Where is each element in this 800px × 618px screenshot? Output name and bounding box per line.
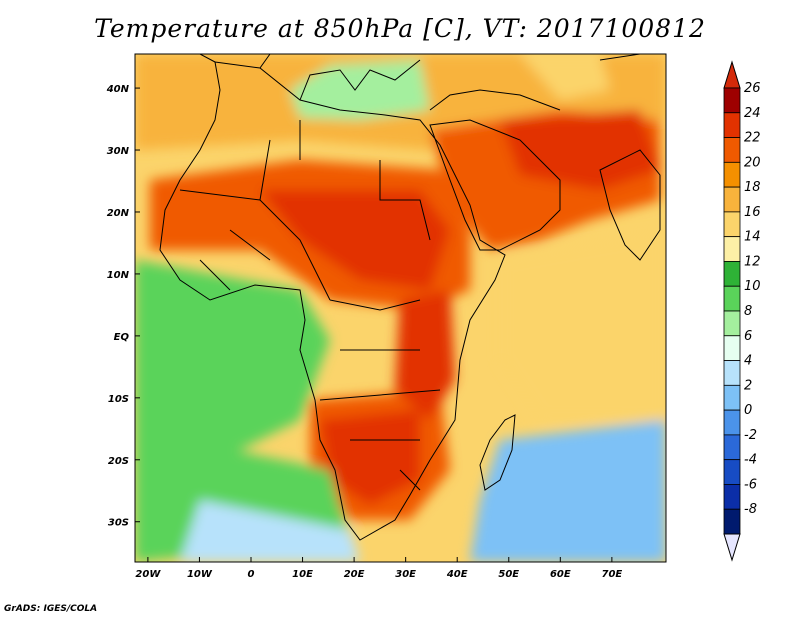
colorbar-swatch [723,285,741,312]
colorbar-label: -8 [744,502,757,517]
lon-label: 0 [248,569,255,580]
grads-credit: GrADS: IGES/COLA [4,604,98,614]
lon-label: 50E [498,569,519,580]
lon-label: 10W [187,569,213,580]
colorbar-swatch [723,508,741,535]
coastlines [159,54,661,541]
colorbar-label: 10 [744,279,761,294]
lat-label: 20S [108,456,129,467]
region-rift-hot [395,290,455,420]
colorbar-label: 20 [744,155,761,170]
colorbar-swatch [723,335,741,361]
colorbar-swatch [723,236,741,262]
colorbar-label: -4 [744,453,757,468]
region-south-indian-green [470,420,666,562]
region-mediterranean [290,60,430,120]
colorbar-swatch [723,384,741,411]
colorbar-swatch [723,459,741,485]
map-frame [134,53,667,563]
colorbar-swatch [723,261,741,287]
colorbar-label: 16 [744,205,761,220]
colorbar-label: 6 [744,329,752,344]
lat-label: 20N [107,208,130,219]
colorbar-label: 24 [744,106,761,121]
colorbar-label: 12 [744,254,761,269]
colorbar-swatch [723,112,741,138]
india-coast [599,149,661,261]
lon-label: 20E [344,569,365,580]
colorbar-swatch [723,137,741,163]
colorbar-swatch [723,409,741,436]
colorbar-label: 2 [744,378,752,393]
colorbar-label: 18 [744,180,761,195]
lon-label: 10E [292,569,313,580]
lat-label: EQ [114,332,130,343]
colorbar-label: 0 [744,403,752,418]
colorbar-label: 14 [744,230,761,245]
country-borders [179,120,441,491]
lon-label: 60E [550,569,571,580]
colorbar-swatch [723,310,741,337]
colorbar-over-arrow [723,60,741,89]
colorbar-swatch [723,484,741,510]
colorbar-label: 26 [744,81,761,96]
lon-label: 30E [395,569,416,580]
longitude-axis: 20W 10W 0 10E 20E 30E 40E 50E 60E 70E [135,557,622,580]
colorbar-swatch [723,87,741,114]
region-sudan-core [260,190,450,290]
lat-label: 40N [106,84,130,95]
region-atlantic-cool [135,260,330,480]
colorbar-under-arrow [723,533,741,562]
lat-label: 30N [107,146,130,157]
temperature-field [135,54,666,562]
lat-label: 30S [108,518,129,529]
lon-label: 70E [601,569,622,580]
colorbar-swatch [723,434,741,461]
colorbar-label: 4 [744,354,752,369]
colorbar-label: 8 [744,304,752,319]
madagascar-coast [479,414,516,491]
region-indian-ocean-warm [500,230,666,420]
region-south-blue [180,500,360,562]
region-caspian-cool [520,54,610,100]
colorbar-swatch [723,360,741,386]
colorbar-label: -6 [744,477,757,492]
colorbar-swatch [723,186,741,213]
region-kalahari-core [320,410,420,505]
region-iran-core [500,110,660,190]
colorbar-swatch [723,211,741,238]
colorbar-label: 22 [744,131,761,146]
lon-label: 40E [446,569,468,580]
arabia-coast [429,119,561,251]
europe-coast [199,54,641,111]
lat-label: 10N [107,270,130,281]
lon-label: 20W [135,569,161,580]
lat-label: 10S [108,394,129,405]
map-title: Temperature at 850hPa [C], VT: 201710081… [94,14,706,43]
africa-coast [159,61,506,541]
colorbar-label: -2 [744,428,757,443]
colorbar-swatch [723,161,741,188]
latitude-axis: 40N 30N 20N 10N EQ 10S 20S 30S [106,84,140,529]
